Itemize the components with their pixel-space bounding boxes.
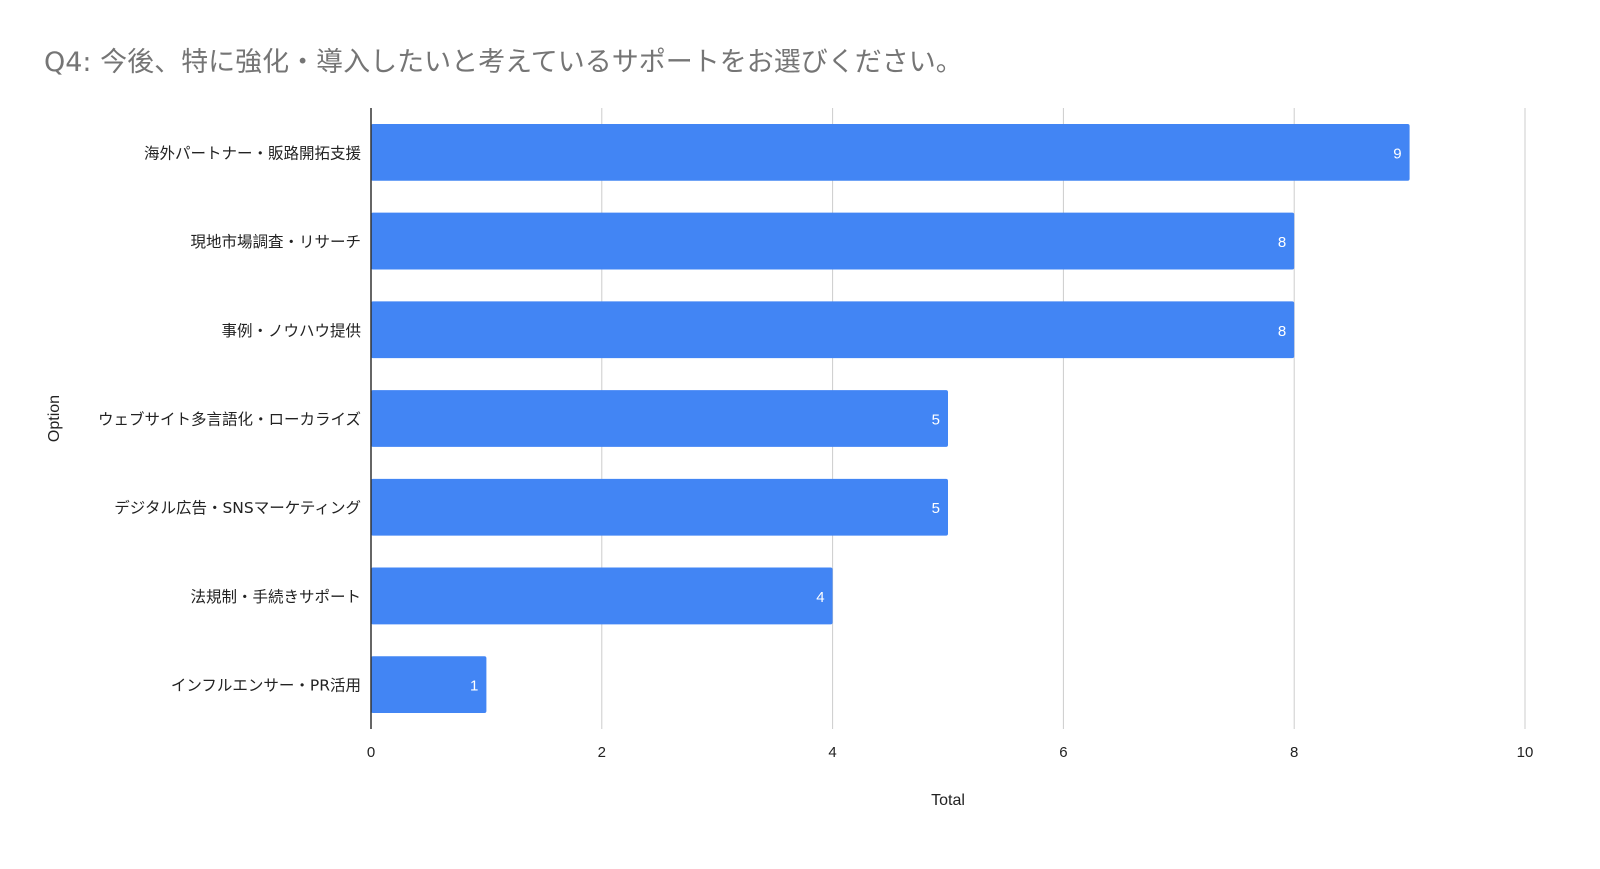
- x-tick-label: 6: [1059, 744, 1067, 761]
- x-tick-label: 10: [1517, 744, 1534, 761]
- y-category-label: インフルエンサー・PR活用: [171, 677, 361, 695]
- x-axis-title: Total: [931, 792, 965, 809]
- x-tick-label: 8: [1290, 744, 1298, 761]
- chart-title: Q4: 今後、特に強化・導入したいと考えているサポートをお選びください。: [44, 47, 963, 78]
- bar[interactable]: [371, 567, 833, 625]
- y-category-label: 海外パートナー・販路開拓支援: [144, 144, 362, 162]
- bar-data-label: 5: [932, 500, 940, 517]
- bar[interactable]: [371, 656, 487, 714]
- bar[interactable]: [371, 123, 1410, 181]
- bar-data-label: 8: [1278, 323, 1286, 340]
- y-axis-title: Option: [46, 395, 63, 442]
- y-category-label: ウェブサイト多言語化・ローカライズ: [98, 410, 361, 429]
- y-category-label: デジタル広告・SNSマーケティング: [114, 498, 361, 517]
- bar-data-label: 4: [816, 589, 824, 606]
- y-category-label: 現地市場調査・リサーチ: [190, 233, 361, 251]
- x-tick-label: 2: [598, 744, 606, 761]
- y-category-label: 事例・ノウハウ提供: [221, 322, 361, 340]
- y-category-label: 法規制・手続きサポート: [190, 588, 361, 606]
- bar[interactable]: [371, 212, 1295, 270]
- bar[interactable]: [371, 478, 948, 536]
- x-tick-label: 4: [828, 744, 836, 761]
- x-tick-label: 0: [367, 744, 375, 761]
- bar[interactable]: [371, 301, 1295, 359]
- bar-data-label: 1: [470, 678, 478, 695]
- bar-data-label: 8: [1278, 234, 1286, 251]
- bar-data-label: 5: [932, 412, 940, 429]
- bar-data-label: 9: [1393, 145, 1401, 162]
- bar[interactable]: [371, 390, 948, 447]
